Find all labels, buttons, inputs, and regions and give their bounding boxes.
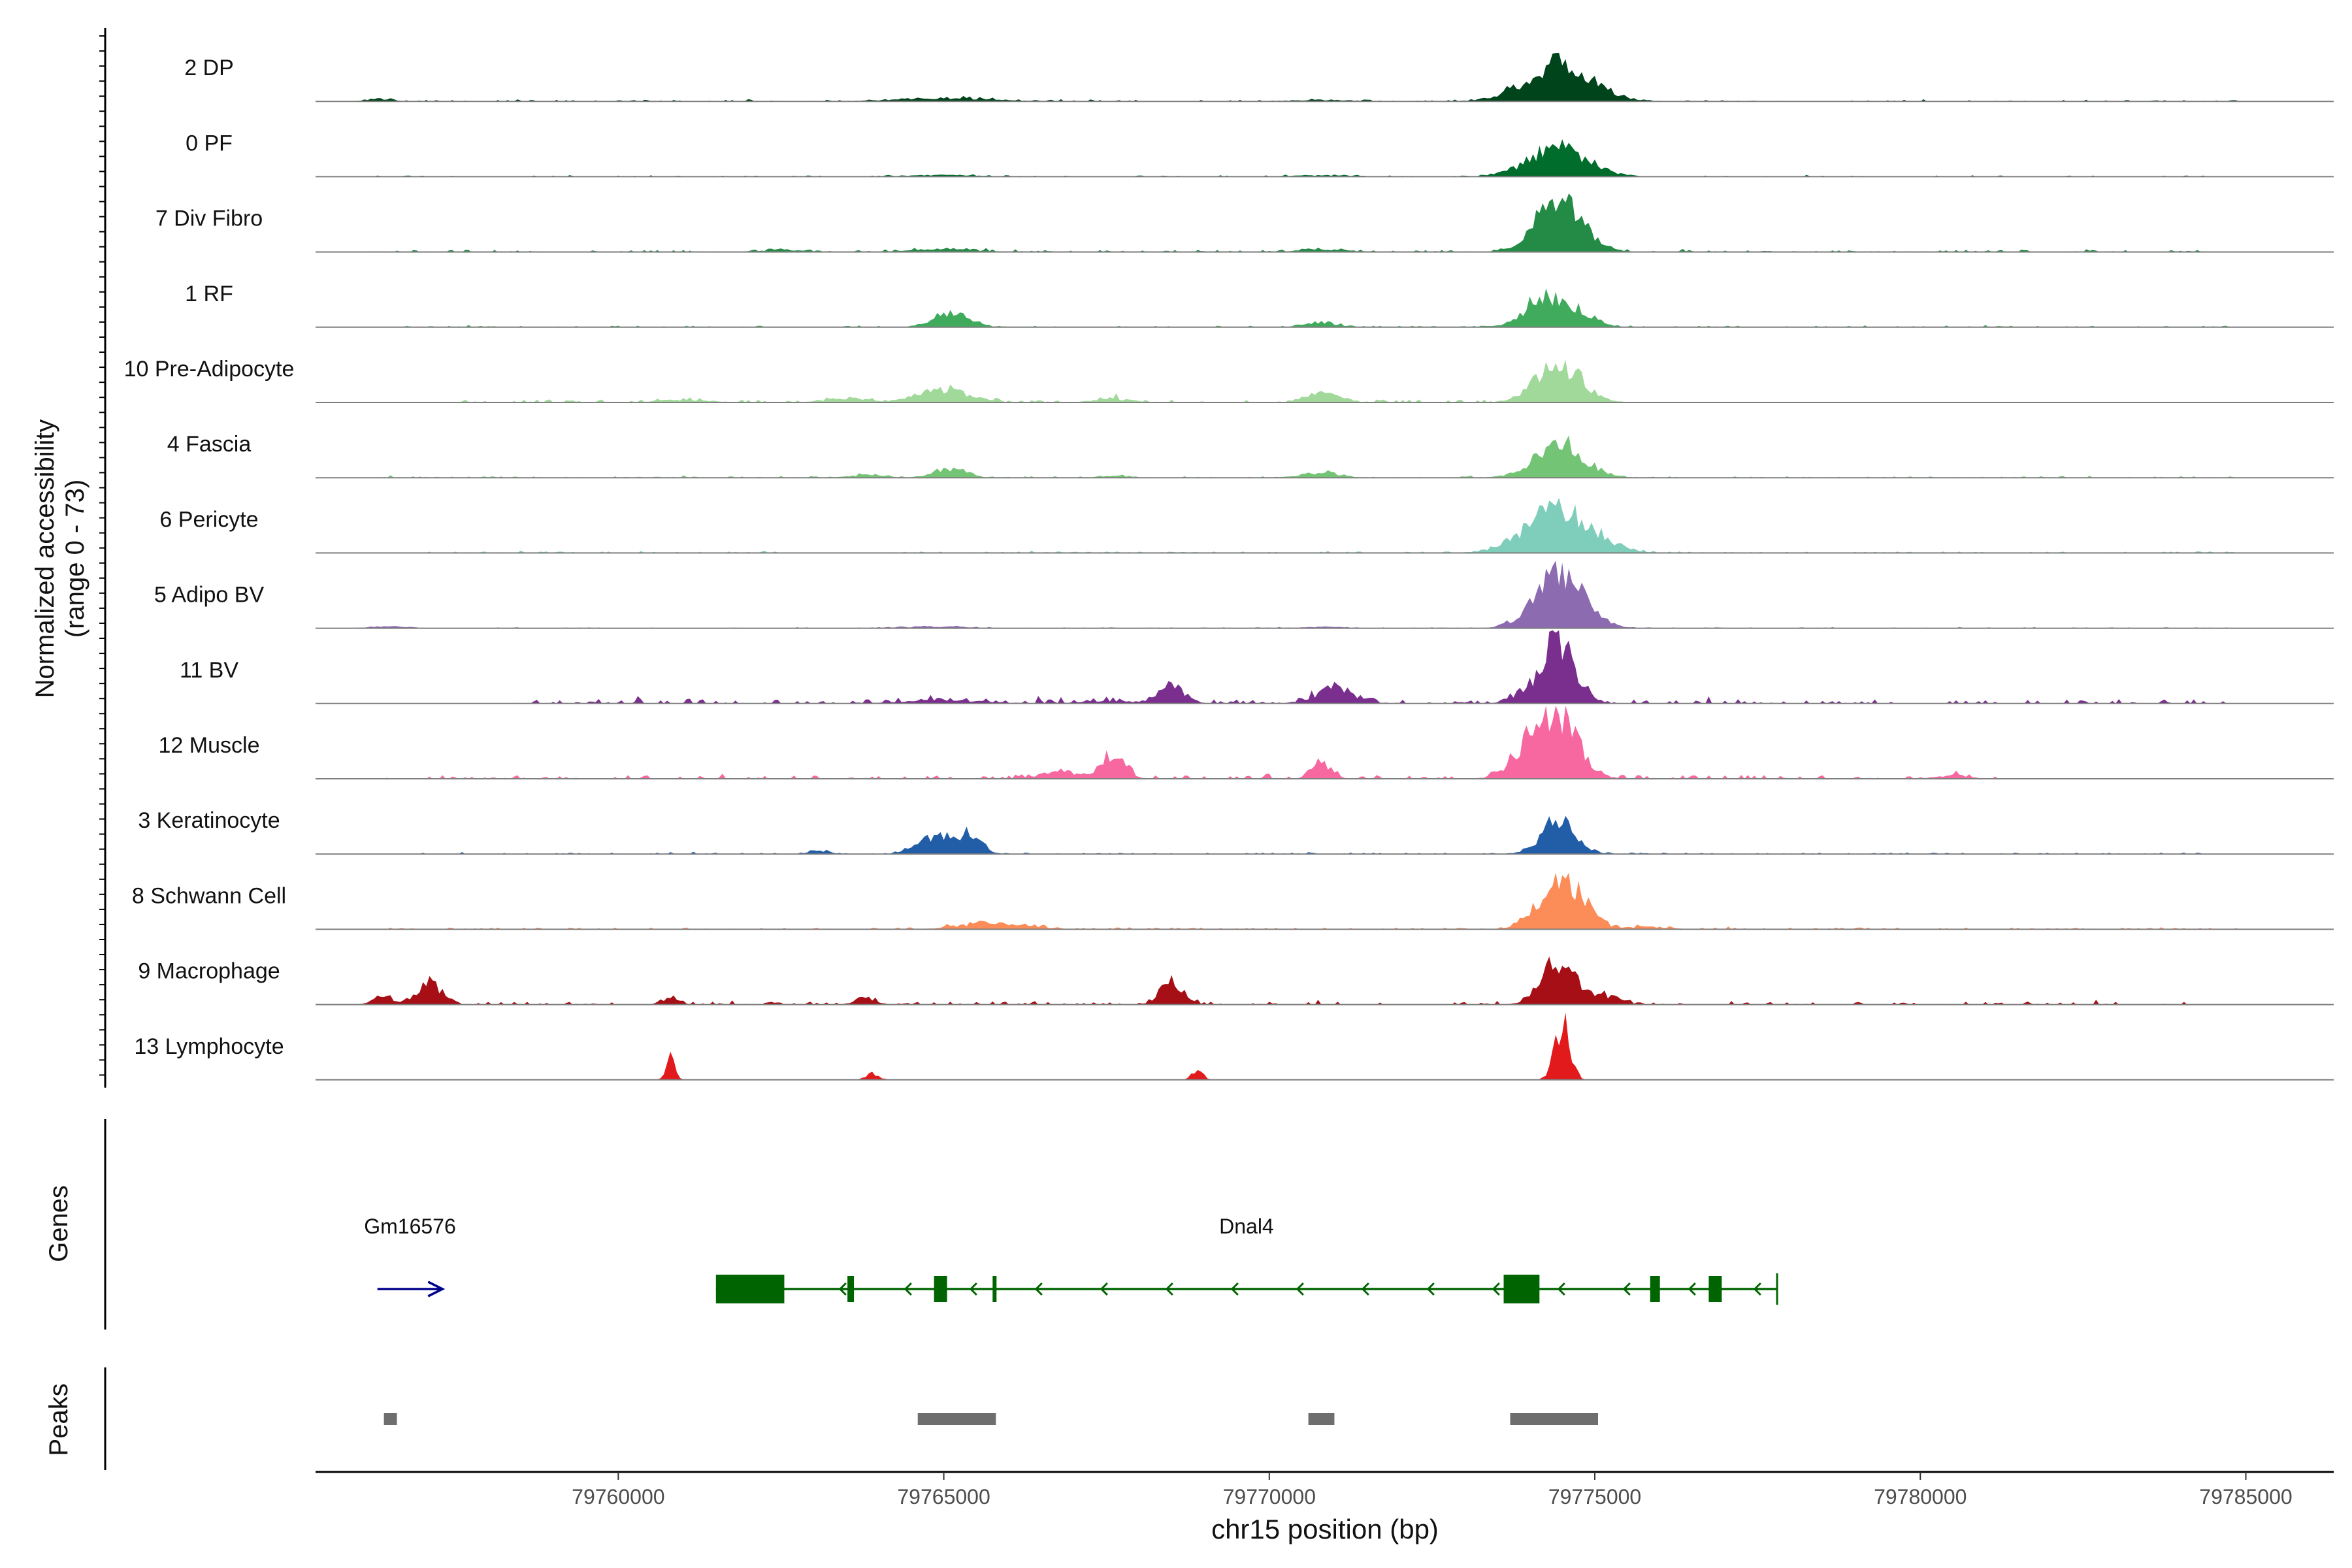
track-label: 8 Schwann Cell	[132, 883, 286, 908]
x-tick-label: 79780000	[1874, 1485, 1967, 1509]
strand-arrow-icon	[1492, 1282, 1500, 1296]
track-label: 9 Macrophage	[138, 959, 280, 984]
strand-arrow-icon	[904, 1282, 912, 1296]
peak-region	[1510, 1413, 1599, 1425]
track-5: 10 Pre-Adipocyte	[124, 357, 2334, 403]
x-tick-label: 79770000	[1223, 1485, 1316, 1509]
exon	[1708, 1276, 1722, 1302]
genes-panel: Gm16576 Dnal4	[104, 1119, 1778, 1330]
gene-Gm16576: Gm16576	[364, 1215, 456, 1298]
strand-arrow-icon	[1426, 1282, 1435, 1296]
strand-arrow-icon	[1296, 1282, 1304, 1296]
track-label: 4 Fascia	[167, 432, 252, 457]
track-label: 2 DP	[184, 56, 234, 80]
strand-arrow-icon	[1361, 1282, 1369, 1296]
coverage-area	[316, 815, 2334, 855]
peak-region	[917, 1413, 996, 1425]
strand-arrow-icon	[427, 1281, 446, 1298]
coverage-area	[316, 497, 2334, 553]
x-tick-label: 79775000	[1548, 1485, 1641, 1509]
strand-arrow-icon	[969, 1282, 977, 1296]
strand-arrow-icon	[1557, 1282, 1565, 1296]
coverage-area	[316, 435, 2334, 478]
strand-arrow-icon	[838, 1282, 847, 1296]
gene-Dnal4: Dnal4	[715, 1215, 1778, 1305]
coverage-area	[316, 359, 2334, 402]
exon	[992, 1276, 997, 1302]
track-11: 3 Keratinocyte	[138, 808, 2334, 855]
peak-region	[384, 1413, 397, 1425]
x-tick-label: 79765000	[897, 1485, 990, 1509]
strand-arrow-icon	[1753, 1282, 1761, 1296]
track-label: 11 BV	[180, 658, 238, 683]
coverage-area	[316, 1012, 2334, 1080]
gene-label: Dnal4	[1219, 1215, 1274, 1238]
track-8: 5 Adipo BV	[154, 561, 2334, 629]
track-label: 7 Div Fibro	[155, 206, 263, 231]
x-axis: 79760000 79765000 79770000 79775000 79780000…	[316, 1471, 2334, 1509]
strand-arrow-icon	[1230, 1282, 1239, 1296]
x-tick-label: 79785000	[2199, 1485, 2292, 1509]
track-14: 13 Lymphocyte	[134, 1012, 2334, 1081]
coverage-area	[316, 630, 2334, 704]
y-axis-title-line2: (range 0 - 73)	[61, 480, 90, 638]
track-7: 6 Pericyte	[159, 497, 2334, 554]
track-label: 10 Pre-Adipocyte	[124, 357, 295, 382]
exon	[934, 1276, 947, 1302]
genes-axis-title: Genes	[44, 1185, 73, 1262]
coverage-area	[316, 706, 2334, 779]
coverage-area	[316, 193, 2334, 252]
coverage-area	[316, 53, 2334, 102]
coverage-area	[316, 872, 2334, 930]
track-label: 12 Muscle	[159, 733, 260, 758]
track-label: 5 Adipo BV	[154, 583, 265, 608]
strand-arrow-icon	[1165, 1282, 1173, 1296]
track-2: 0 PF	[186, 131, 2334, 178]
track-13: 9 Macrophage	[138, 956, 2334, 1005]
peaks-axis-title: Peaks	[44, 1383, 73, 1456]
gene-label: Gm16576	[364, 1215, 456, 1238]
track-label: 6 Pericyte	[159, 507, 258, 532]
track-4: 1 RF	[185, 282, 2334, 328]
track-6: 4 Fascia	[167, 432, 2334, 479]
track-1: 2 DP	[184, 53, 2334, 103]
peaks-panel	[104, 1367, 1599, 1470]
track-label: 13 Lymphocyte	[134, 1034, 284, 1059]
exon	[847, 1276, 855, 1302]
y-axis-title-line1: Normalized accessibility	[31, 419, 59, 698]
coverage-area	[316, 956, 2334, 1005]
track-label: 1 RF	[185, 282, 233, 306]
strand-arrow-icon	[1622, 1282, 1631, 1296]
strand-arrow-icon	[1688, 1282, 1696, 1296]
coverage-area	[316, 561, 2334, 629]
peak-region	[1308, 1413, 1335, 1425]
track-label: 0 PF	[186, 131, 233, 155]
coverage-area	[316, 288, 2334, 327]
track-3: 7 Div Fibro	[155, 193, 2334, 253]
coverage-area	[316, 139, 2334, 177]
exon	[1650, 1276, 1660, 1302]
y-axis	[99, 28, 106, 1088]
x-axis-title: chr15 position (bp)	[1211, 1514, 1439, 1544]
strand-arrow-icon	[1100, 1282, 1108, 1296]
x-tick-label: 79760000	[572, 1485, 664, 1509]
track-label: 3 Keratinocyte	[138, 808, 280, 833]
coverage-tracks: 2 DP 0 PF 7 Div Fibro 1 RF 10 Pre-Adipocyte 4…	[124, 53, 2334, 1081]
track-10: 12 Muscle	[159, 706, 2334, 779]
track-12: 8 Schwann Cell	[132, 872, 2334, 930]
exon	[1503, 1275, 1540, 1303]
exon	[715, 1275, 785, 1303]
strand-arrow-icon	[1034, 1282, 1043, 1296]
track-9: 11 BV	[180, 630, 2334, 704]
